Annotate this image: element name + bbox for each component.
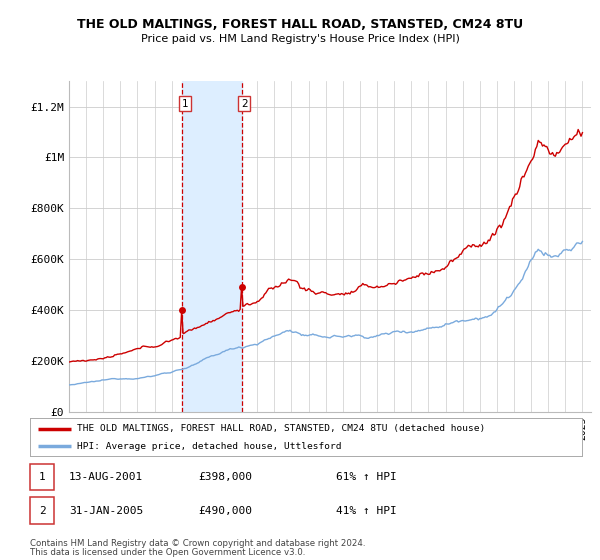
Text: 41% ↑ HPI: 41% ↑ HPI: [336, 506, 397, 516]
Text: Price paid vs. HM Land Registry's House Price Index (HPI): Price paid vs. HM Land Registry's House …: [140, 34, 460, 44]
Text: 1: 1: [38, 472, 46, 482]
Text: 1: 1: [182, 99, 188, 109]
Text: 2: 2: [38, 506, 46, 516]
Text: 2: 2: [241, 99, 247, 109]
Bar: [182, 81, 242, 412]
Text: 13-AUG-2001: 13-AUG-2001: [69, 472, 143, 482]
Text: HPI: Average price, detached house, Uttlesford: HPI: Average price, detached house, Uttl…: [77, 442, 341, 451]
Text: 61% ↑ HPI: 61% ↑ HPI: [336, 472, 397, 482]
Text: £398,000: £398,000: [198, 472, 252, 482]
Text: THE OLD MALTINGS, FOREST HALL ROAD, STANSTED, CM24 8TU (detached house): THE OLD MALTINGS, FOREST HALL ROAD, STAN…: [77, 424, 485, 433]
Text: Contains HM Land Registry data © Crown copyright and database right 2024.: Contains HM Land Registry data © Crown c…: [30, 539, 365, 548]
Text: 31-JAN-2005: 31-JAN-2005: [69, 506, 143, 516]
Text: This data is licensed under the Open Government Licence v3.0.: This data is licensed under the Open Gov…: [30, 548, 305, 557]
Text: THE OLD MALTINGS, FOREST HALL ROAD, STANSTED, CM24 8TU: THE OLD MALTINGS, FOREST HALL ROAD, STAN…: [77, 18, 523, 31]
Text: £490,000: £490,000: [198, 506, 252, 516]
